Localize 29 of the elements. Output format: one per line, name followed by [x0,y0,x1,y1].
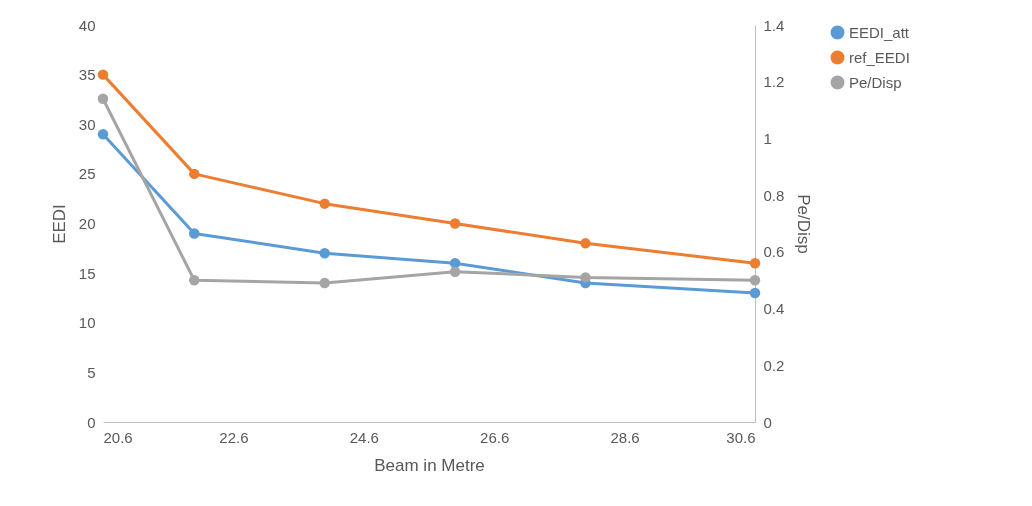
y-tick-label: 15 [78,264,96,282]
y-axis-title: EEDI [49,204,69,244]
y2-tick-label: 0.6 [763,243,785,261]
x-tick-label: 20.6 [103,428,133,446]
x-tick-label: 28.6 [610,428,640,446]
y2-tick-label: 0.4 [763,300,785,318]
legend-label: ref_EEDI [849,48,910,66]
y-tick-label: 5 [87,363,96,381]
x-tick-label: 22.6 [219,428,249,446]
legend-label: EEDI_att [849,23,910,41]
y-tick-label: 30 [78,115,96,133]
y2-tick-label: 0 [763,413,772,431]
y-tick-label: 35 [78,66,96,84]
y2-axis-title: Pe/Disp [794,194,814,254]
x-tick-label: 24.6 [349,428,379,446]
y2-tick-label: 0.2 [763,356,785,374]
y-tick-label: 10 [78,314,96,332]
y2-tick-label: 0.8 [763,186,785,204]
y2-tick-label: 1.2 [763,73,785,91]
y-tick-label: 40 [78,16,96,34]
x-tick-label: 30.6 [726,428,756,446]
x-tick-label: 26.6 [480,428,510,446]
y-tick-label: 25 [78,165,96,183]
x-axis-title: Beam in Metre [374,455,485,475]
y2-tick-label: 1 [763,129,772,147]
y-tick-label: 0 [87,413,96,431]
y2-tick-label: 1.4 [763,16,785,34]
y-tick-label: 20 [78,215,96,232]
legend-label: Pe/Disp [849,73,902,91]
